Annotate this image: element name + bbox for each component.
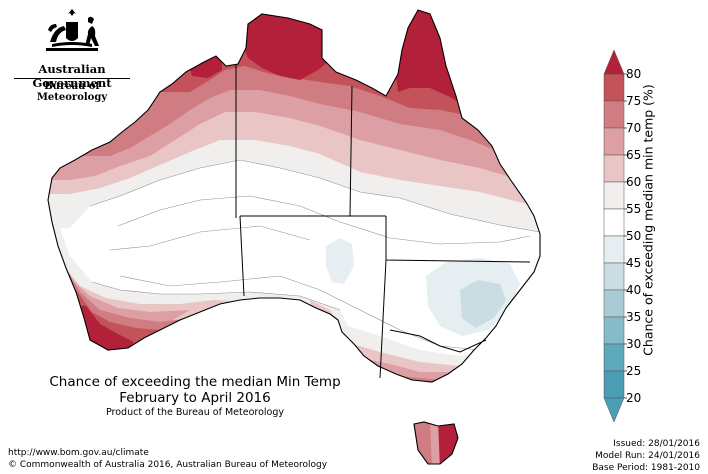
border-wa-sa — [239, 215, 245, 297]
map-subtitle: Product of the Bureau of Meteorology — [105, 407, 285, 418]
legend-tick-label: 50 — [626, 229, 641, 243]
legend-tick-label: 80 — [626, 67, 641, 81]
legend-band — [603, 262, 625, 291]
legend-tick-label: 25 — [626, 364, 641, 378]
legend-title-text: Chance of exceeding median min temp (%) — [640, 84, 656, 356]
zone-40-southeast — [460, 280, 506, 328]
legend-colorbar: 80 75 70 65 60 55 50 45 40 35 30 25 20 — [603, 49, 641, 423]
legend-band — [603, 316, 625, 345]
legend-band — [603, 208, 625, 237]
legend-tick-label: 35 — [626, 310, 641, 324]
contour-lines — [89, 159, 540, 351]
zone-80-capeyork — [394, 10, 470, 104]
legend-tick-label: 45 — [626, 256, 641, 270]
state-borders — [235, 64, 531, 379]
title-line-1: Chance of exceeding the median Min Temp — [49, 374, 341, 390]
border-nsw-vic — [389, 329, 487, 353]
legend-band — [603, 343, 625, 372]
legend-band — [603, 73, 625, 102]
legend-band — [603, 235, 625, 264]
legend-ticks: 80 75 70 65 60 55 50 45 40 35 30 25 20 — [624, 67, 641, 405]
legend-tick-label: 60 — [626, 175, 641, 189]
coat-of-arms-icon — [46, 9, 99, 51]
legend-tick-label: 75 — [626, 94, 641, 108]
legend-top-arrow — [603, 49, 625, 75]
map-title: Chance of exceeding the median Min Temp … — [20, 374, 370, 406]
legend-band — [603, 154, 625, 183]
border-nt-qld — [349, 85, 353, 217]
legend-band — [603, 100, 625, 129]
legend-tick-label: 65 — [626, 148, 641, 162]
legend-bands — [603, 49, 625, 423]
legend-tick-label: 70 — [626, 121, 641, 135]
issue-info: Issued: 28/01/2016 Model Run: 24/01/2016… — [592, 438, 700, 474]
legend-tick-label: 30 — [626, 337, 641, 351]
legend-tick-label: 55 — [626, 202, 641, 216]
logo-divider — [14, 78, 130, 79]
issued-date: Issued: 28/01/2016 — [613, 439, 700, 449]
footer-url: http://www.bom.gov.au/climate — [8, 448, 149, 458]
model-run-date: Model Run: 24/01/2016 — [595, 451, 700, 461]
title-line-2: February to April 2016 — [119, 390, 271, 406]
zone-55-southeast — [330, 320, 540, 382]
legend-band — [603, 127, 625, 156]
legend-tick-label: 40 — [626, 283, 641, 297]
border-sa-vic — [379, 259, 387, 379]
legend-band — [603, 370, 625, 399]
footer-copyright: © Commonwealth of Australia 2016, Austra… — [8, 460, 328, 470]
legend-band — [603, 181, 625, 210]
legend-band — [603, 289, 625, 318]
bom-logo: Australian Government Bureau of Meteorol… — [8, 8, 136, 103]
zone-45-central — [326, 238, 354, 284]
government-label: Australian Government — [32, 62, 112, 90]
base-period: Base Period: 1981-2010 — [592, 463, 700, 473]
bureau-label: Bureau of Meteorology — [36, 81, 108, 103]
legend-bottom-arrow — [603, 397, 625, 423]
legend-tick-label: 20 — [626, 391, 641, 405]
